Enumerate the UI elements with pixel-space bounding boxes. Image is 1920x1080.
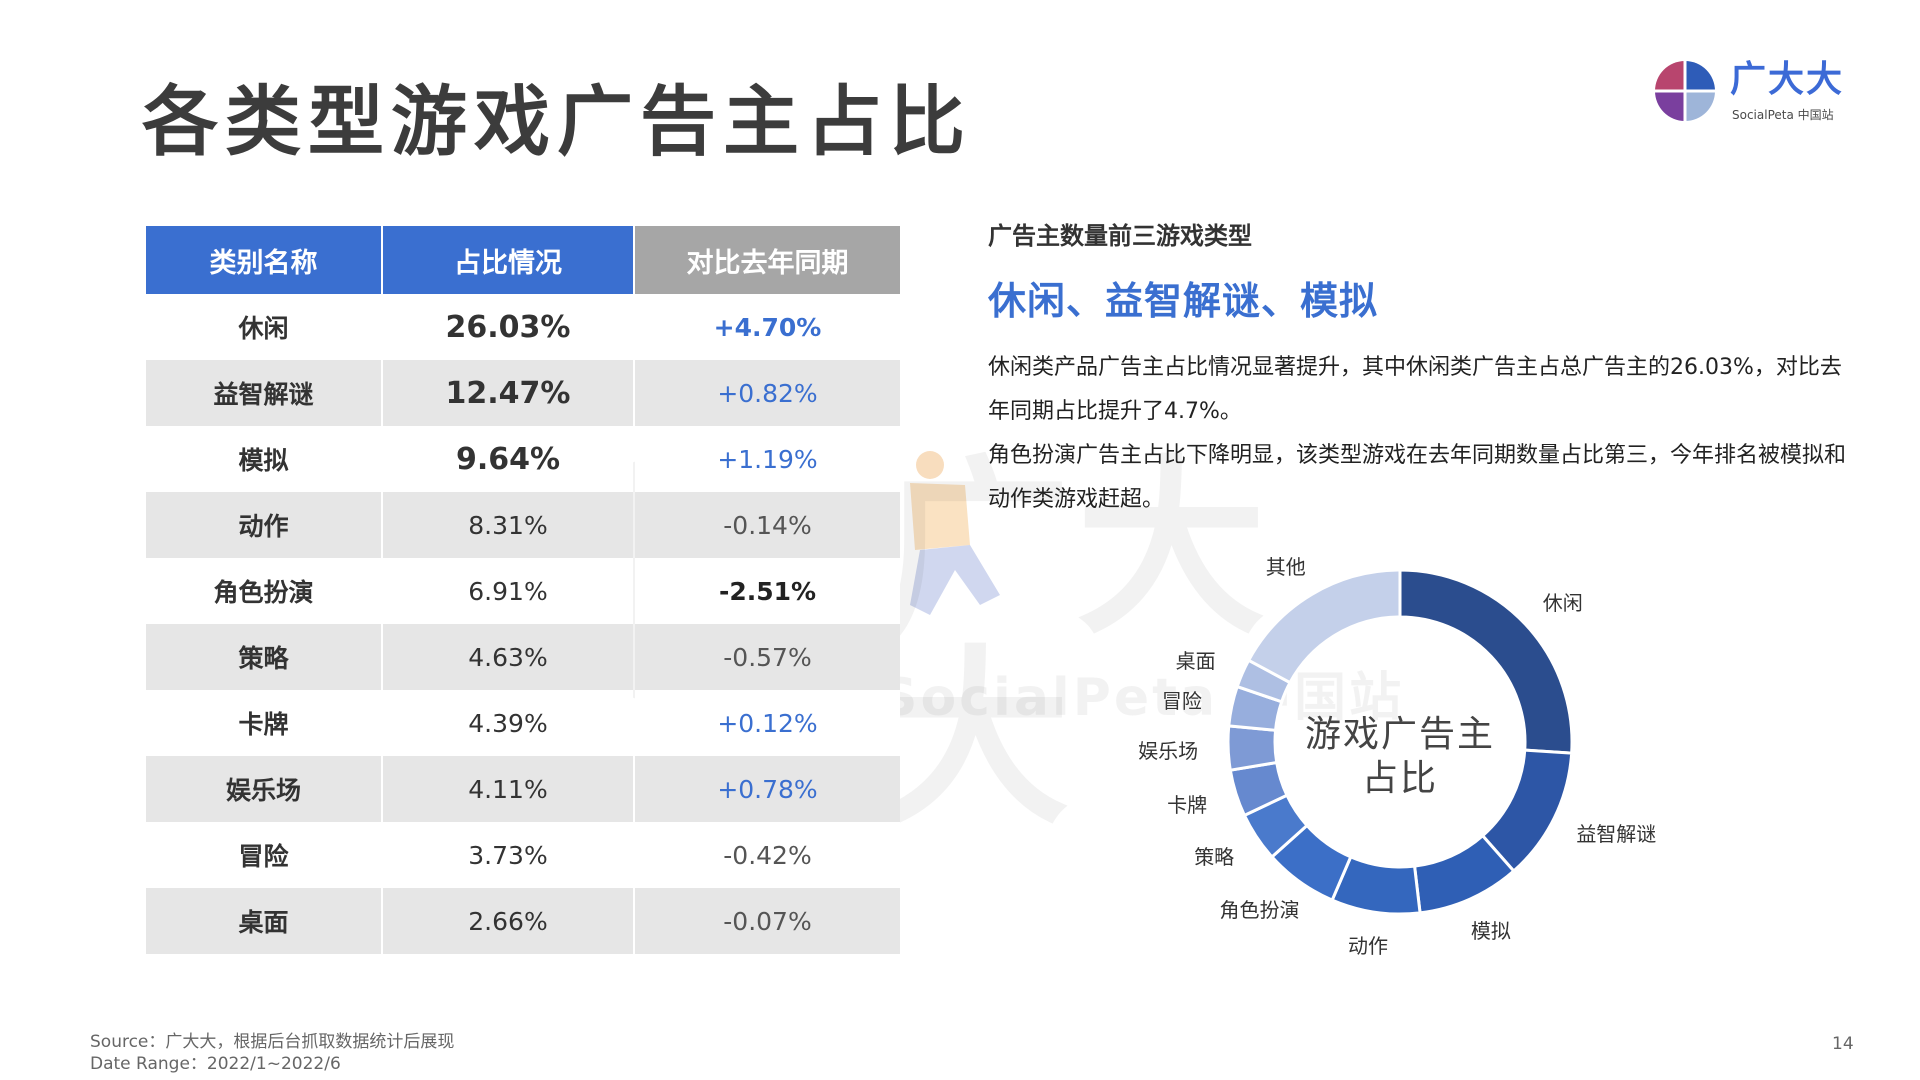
slice-label: 益智解谜	[1576, 821, 1657, 846]
change-value: -0.07%	[635, 888, 900, 954]
category-name: 角色扮演	[146, 558, 381, 624]
table-header-change: 对比去年同期	[635, 226, 900, 294]
category-name: 冒险	[146, 822, 381, 888]
slice-label: 动作	[1347, 934, 1388, 959]
slice-label: 冒险	[1161, 688, 1202, 713]
slice-label: 休闲	[1542, 591, 1583, 616]
share-value: 4.11%	[383, 756, 633, 822]
change-value: +1.19%	[635, 426, 900, 492]
donut-chart: 游戏广告主 占比 休闲益智解谜模拟动作 角色扮演 策略 卡牌 娱乐场 冒险 桌面 其他	[1138, 530, 1660, 970]
slice-label: 其他	[1265, 555, 1306, 580]
share-value: 2.66%	[383, 888, 633, 954]
advertiser-share-table: 类别名称 占比情况 对比去年同期 休闲 26.03% +4.70% 益智解谜 1…	[146, 226, 902, 954]
table-header-share: 占比情况	[383, 226, 633, 294]
table-row: 休闲 26.03% +4.70%	[146, 294, 902, 360]
share-value: 12.47%	[383, 360, 633, 426]
footer-source: Source：广大大，根据后台抓取数据统计后展现 Date Range：2022…	[90, 1031, 454, 1075]
logo-text: 广大大	[1730, 59, 1845, 100]
center-label-line: 游戏广告主	[1304, 714, 1495, 755]
slice-label: 策略	[1194, 844, 1235, 869]
category-name: 策略	[146, 624, 381, 690]
slice-label: 卡牌	[1167, 792, 1208, 817]
change-value: -0.42%	[635, 822, 900, 888]
brand-logo: 广大大 SocialPeta 中国站	[1654, 58, 1870, 128]
change-value: -0.57%	[635, 624, 900, 690]
table-row: 桌面 2.66% -0.07%	[146, 888, 902, 954]
table-row: 角色扮演 6.91% -2.51%	[146, 558, 902, 624]
change-value: -0.14%	[635, 492, 900, 558]
donut-slice	[1226, 724, 1279, 772]
slice-label: 角色扮演	[1219, 898, 1300, 923]
category-name: 模拟	[146, 426, 381, 492]
change-value: +4.70%	[635, 294, 900, 360]
source-text: Source：广大大，根据后台抓取数据统计后展现	[90, 1032, 455, 1052]
donut-chart-svg	[1226, 568, 1574, 916]
logo-mark-icon	[1655, 61, 1715, 121]
share-value: 3.73%	[383, 822, 633, 888]
slice-label: 桌面	[1175, 649, 1216, 674]
donut-slice	[1246, 568, 1402, 685]
table-row: 模拟 9.64% +1.19%	[146, 426, 902, 492]
change-value: +0.82%	[635, 360, 900, 426]
slice-label: 模拟	[1470, 918, 1511, 943]
change-value: -2.51%	[635, 558, 900, 624]
share-value: 26.03%	[383, 294, 633, 360]
table-header-category: 类别名称	[146, 226, 381, 294]
category-name: 娱乐场	[146, 756, 381, 822]
top-three-highlight: 休闲、益智解谜、模拟	[988, 279, 1379, 323]
table-row: 策略 4.63% -0.57%	[146, 624, 902, 690]
share-value: 4.63%	[383, 624, 633, 690]
page-number: 14	[1832, 1034, 1854, 1054]
date-range-text: Date Range：2022/1~2022/6	[90, 1054, 341, 1074]
center-label-line: 占比	[1361, 758, 1438, 799]
share-value: 4.39%	[383, 690, 633, 756]
category-name: 卡牌	[146, 690, 381, 756]
change-value: +0.12%	[635, 690, 900, 756]
share-value: 8.31%	[383, 492, 633, 558]
category-name: 桌面	[146, 888, 381, 954]
summary-paragraph: 休闲类产品广告主占比情况显著提升，其中休闲类广告主占总广告主的26.03%，对比…	[988, 355, 1842, 424]
table-row: 动作 8.31% -0.14%	[146, 492, 902, 558]
table-header-row: 类别名称 占比情况 对比去年同期	[146, 226, 902, 294]
chart-center-label: 游戏广告主 占比	[1290, 713, 1510, 801]
section-label: 广告主数量前三游戏类型	[988, 222, 1252, 250]
table-row: 娱乐场 4.11% +0.78%	[146, 756, 902, 822]
category-name: 益智解谜	[146, 360, 381, 426]
summary-description: 休闲类产品广告主占比情况显著提升，其中休闲类广告主占总广告主的26.03%，对比…	[988, 346, 1848, 522]
category-name: 动作	[146, 492, 381, 558]
share-value: 6.91%	[383, 558, 633, 624]
page-title: 各类型游戏广告主占比	[142, 77, 972, 166]
summary-paragraph: 角色扮演广告主占比下降明显，该类型游戏在去年同期数量占比第三，今年排名被模拟和动…	[988, 443, 1847, 512]
slice-label: 娱乐场	[1138, 738, 1199, 763]
table-row: 益智解谜 12.47% +0.82%	[146, 360, 902, 426]
table-row: 冒险 3.73% -0.42%	[146, 822, 902, 888]
category-name: 休闲	[146, 294, 381, 360]
change-value: +0.78%	[635, 756, 900, 822]
table-row: 卡牌 4.39% +0.12%	[146, 690, 902, 756]
share-value: 9.64%	[383, 426, 633, 492]
logo-subtitle: SocialPeta 中国站	[1732, 108, 1834, 122]
